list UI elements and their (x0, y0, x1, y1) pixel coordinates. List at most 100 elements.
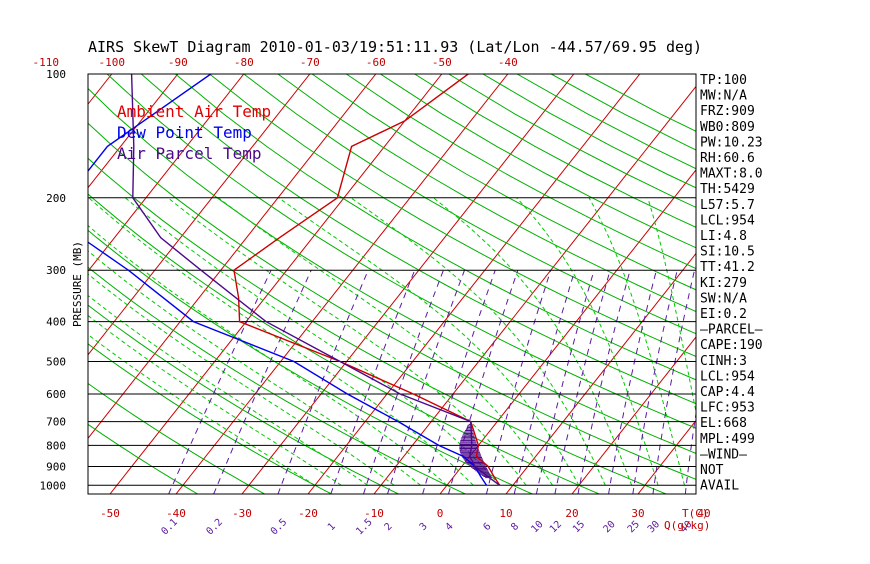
bottom-temp-tick-label: -20 (298, 507, 318, 520)
mixing-ratio-tick-label: 12 (548, 519, 564, 535)
pressure-tick-label: 500 (46, 355, 66, 368)
dry-adiabat-line (380, 74, 696, 249)
dry-adiabat-line (88, 304, 399, 494)
moist-adiabat-line (88, 197, 474, 486)
pressure-tick-label: 1000 (40, 479, 67, 492)
mixing-ratio-line (330, 270, 416, 494)
isotherm-line (88, 74, 245, 273)
index-item: TP:100 (700, 73, 747, 88)
mixing-ratio-line (632, 270, 678, 494)
pressure-tick-label: 300 (46, 264, 66, 277)
moist-adiabat-line (278, 197, 580, 486)
index-item: SI:10.5 (700, 245, 755, 260)
mixing-ratio-line (168, 269, 272, 494)
index-item: WB0:809 (700, 120, 755, 135)
moist-adiabat-line (124, 197, 501, 486)
dry-adiabat-line (88, 423, 198, 494)
index-item: —WIND— (700, 447, 747, 462)
top-temp-tick-label: -70 (300, 56, 320, 69)
top-temp-tick-label: -90 (168, 56, 188, 69)
index-item: LI:4.8 (700, 229, 747, 244)
top-temp-tick-label: -60 (366, 56, 386, 69)
pressure-tick-label: 200 (46, 192, 66, 205)
x-axis-unit-label: T(C) (682, 507, 709, 520)
top-temp-tick-label: -80 (234, 56, 254, 69)
mixing-ratio-tick-label: 6 (481, 521, 493, 533)
index-item: PW:10.23 (700, 135, 763, 150)
moist-adiabat-line (88, 294, 368, 486)
plot-frame (87, 73, 697, 495)
index-item: AVAIL (700, 479, 739, 494)
mixing-ratio-tick-label: 25 (626, 519, 642, 535)
bottom-temp-tick-label: 0 (437, 507, 444, 520)
pressure-tick-label: 100 (46, 68, 66, 81)
dry-adiabat-line (106, 74, 696, 429)
y-axis-label: PRESSURE (MB) (71, 241, 84, 327)
mixing-ratio-line (652, 270, 695, 494)
isotherm-line (88, 74, 377, 440)
isotherm-line (88, 74, 179, 189)
index-item: LCL:954 (700, 369, 755, 384)
index-item: RH:60.6 (700, 151, 755, 166)
dry-adiabat-line (346, 74, 696, 270)
bottom-temp-tick-label: 20 (565, 507, 578, 520)
mixing-ratio-tick-label: 0.2 (204, 517, 225, 538)
mixing-ratio-tick-label: 1 (326, 521, 338, 533)
series-dew-point-temp (88, 74, 488, 486)
pressure-tick-label: 800 (46, 439, 66, 452)
mixing-ratio-tick-label: 0.5 (269, 517, 290, 538)
pressure-tick-label: 600 (46, 388, 66, 401)
series-air-parcel-temp (130, 74, 501, 486)
moist-adiabat-line (88, 224, 448, 486)
bottom-temp-tick-label: 10 (499, 507, 512, 520)
mixing-ratio-line (485, 270, 552, 494)
index-item: TH:5429 (700, 182, 755, 197)
mixing-ratio-line (577, 270, 631, 494)
index-item: EI:0.2 (700, 307, 747, 322)
isotherm-line (307, 74, 641, 494)
bottom-temp-tick-label: 30 (631, 507, 644, 520)
index-item: FRZ:909 (700, 104, 755, 119)
mixing-ratio-line (608, 270, 657, 494)
mixing-ratio-tick-label: 3 (418, 521, 430, 533)
dry-adiabat-line (482, 74, 696, 189)
index-item: TT:41.2 (700, 260, 755, 275)
isotherm-line (637, 419, 696, 494)
isotherm-line (505, 252, 696, 494)
mixing-ratio-line (513, 270, 576, 494)
index-item: MW:N/A (700, 89, 747, 104)
index-item: CAPE:190 (700, 338, 763, 353)
moist-adiabat-line (218, 197, 553, 486)
mixing-ratio-line (448, 270, 519, 494)
legend-entry: Dew Point Temp (117, 123, 252, 142)
index-item: L57:5.7 (700, 198, 755, 213)
mixing-ratio-tick-label: 30 (646, 519, 662, 535)
series-ambient-air-temp (233, 74, 501, 486)
index-item: SW:N/A (700, 291, 747, 306)
mixing-ratio-line (277, 270, 369, 494)
mixing-ratio-tick-label: 20 (601, 519, 617, 535)
isotherm-line (88, 74, 113, 105)
mixing-ratio-tick-label: 2 (383, 521, 395, 533)
legend-entry: Air Parcel Temp (117, 144, 262, 163)
bottom-temp-tick-label: -30 (232, 507, 252, 520)
pressure-tick-label: 700 (46, 416, 66, 429)
moist-adiabat-line (350, 197, 606, 486)
isotherm-line (109, 74, 443, 494)
mixing-ratio-line (213, 269, 312, 494)
moist-adiabat-line (516, 197, 659, 486)
isotherm-line (770, 74, 870, 494)
index-item: KI:279 (700, 276, 747, 291)
dry-adiabat-line (140, 74, 696, 405)
dry-adiabat-line (88, 157, 667, 494)
legend-entry: Ambient Air Temp (117, 102, 271, 121)
mixing-ratio-unit-label: Q(g/kg) (664, 519, 710, 532)
index-item: MAXT:8.0 (700, 167, 763, 182)
mixing-ratio-tick-label: 10 (529, 519, 545, 535)
top-temp-tick-label: -110 (33, 56, 60, 69)
bottom-temp-tick-label: -50 (100, 507, 120, 520)
mixing-ratio-line (387, 270, 465, 494)
pressure-tick-label: 900 (46, 460, 66, 473)
